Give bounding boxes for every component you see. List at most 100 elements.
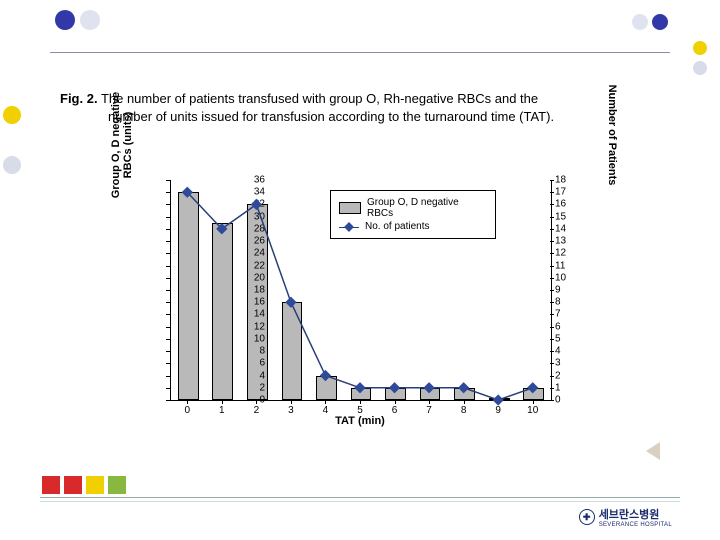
tick-label: 12 bbox=[225, 321, 265, 332]
tick-label: 16 bbox=[225, 297, 265, 308]
tick-label: 2 bbox=[555, 370, 585, 381]
tick-label: 9 bbox=[555, 285, 585, 296]
chart: Group O, D negativeRBCs (units) Number o… bbox=[120, 170, 600, 440]
tick-mark bbox=[166, 266, 170, 267]
tick-label: 3 bbox=[276, 405, 306, 416]
decor-dot bbox=[632, 14, 648, 30]
tick-mark bbox=[166, 180, 170, 181]
tick-label: 15 bbox=[555, 211, 585, 222]
tick-mark bbox=[166, 253, 170, 254]
x-axis-label: TAT (min) bbox=[170, 415, 550, 427]
tick-label: 4 bbox=[555, 346, 585, 357]
footer-text: 세브란스병원 bbox=[599, 509, 660, 521]
bar bbox=[489, 398, 510, 400]
tick-label: 8 bbox=[555, 297, 585, 308]
tick-mark bbox=[498, 400, 499, 404]
legend-swatch bbox=[339, 202, 361, 214]
tick-label: 14 bbox=[555, 223, 585, 234]
y2-axis-label: Number of Patients bbox=[606, 60, 618, 210]
legend: Group O, D negative RBCs No. of patients bbox=[330, 190, 496, 239]
decor-square bbox=[64, 476, 82, 494]
tick-label: 17 bbox=[555, 187, 585, 198]
tick-mark bbox=[550, 229, 554, 230]
tick-mark bbox=[166, 400, 170, 401]
bar bbox=[420, 388, 441, 400]
decor-dot bbox=[55, 10, 75, 30]
tick-label: 5 bbox=[555, 333, 585, 344]
tick-label: 2 bbox=[241, 405, 271, 416]
tick-label: 11 bbox=[555, 260, 585, 271]
tick-label: 1 bbox=[555, 382, 585, 393]
tick-mark bbox=[166, 302, 170, 303]
tick-mark bbox=[550, 253, 554, 254]
tick-mark bbox=[533, 400, 534, 404]
tick-label: 28 bbox=[225, 223, 265, 234]
caption-line1: The number of patients transfused with g… bbox=[98, 91, 539, 106]
tick-label: 5 bbox=[345, 405, 375, 416]
tick-label: 2 bbox=[225, 382, 265, 393]
tick-label: 0 bbox=[172, 405, 202, 416]
tick-mark bbox=[550, 388, 554, 389]
tick-mark bbox=[325, 400, 326, 404]
tick-mark bbox=[166, 388, 170, 389]
tick-label: 10 bbox=[555, 272, 585, 283]
tick-mark bbox=[166, 363, 170, 364]
tick-mark bbox=[550, 376, 554, 377]
tick-label: 20 bbox=[225, 272, 265, 283]
tick-mark bbox=[166, 192, 170, 193]
legend-row: Group O, D negative RBCs bbox=[339, 197, 487, 219]
tick-label: 34 bbox=[225, 187, 265, 198]
bar bbox=[351, 388, 372, 400]
tick-mark bbox=[166, 229, 170, 230]
tick-label: 4 bbox=[225, 370, 265, 381]
tick-label: 36 bbox=[225, 175, 265, 186]
tick-mark bbox=[166, 204, 170, 205]
tick-mark bbox=[166, 241, 170, 242]
tick-mark bbox=[166, 327, 170, 328]
bar bbox=[454, 388, 475, 400]
caption-line2: number of units issued for transfusion a… bbox=[108, 108, 554, 126]
tick-label: 3 bbox=[555, 358, 585, 369]
bar bbox=[385, 388, 406, 400]
tick-label: 30 bbox=[225, 211, 265, 222]
tick-mark bbox=[550, 351, 554, 352]
tick-label: 4 bbox=[310, 405, 340, 416]
tick-mark bbox=[360, 400, 361, 404]
tick-label: 0 bbox=[225, 395, 265, 406]
tick-label: 10 bbox=[225, 333, 265, 344]
footer-logo: ✚ 세브란스병원 SEVERANCE HOSPITAL bbox=[579, 506, 672, 528]
tick-label: 8 bbox=[225, 346, 265, 357]
tick-mark bbox=[187, 400, 188, 404]
tick-label: 14 bbox=[225, 309, 265, 320]
logo-icon: ✚ bbox=[579, 509, 595, 525]
figure-caption: Fig. 2. The number of patients transfuse… bbox=[60, 90, 650, 125]
tick-label: 18 bbox=[225, 285, 265, 296]
tick-mark bbox=[166, 217, 170, 218]
tick-mark bbox=[550, 400, 554, 401]
tick-mark bbox=[166, 376, 170, 377]
tick-label: 18 bbox=[555, 175, 585, 186]
prev-slide-button[interactable] bbox=[646, 442, 660, 460]
tick-mark bbox=[166, 278, 170, 279]
tick-label: 10 bbox=[518, 405, 548, 416]
tick-label: 12 bbox=[555, 248, 585, 259]
tick-mark bbox=[550, 241, 554, 242]
legend-label: Group O, D negative RBCs bbox=[367, 197, 487, 219]
decor-dot bbox=[652, 14, 668, 30]
tick-label: 1 bbox=[207, 405, 237, 416]
tick-label: 0 bbox=[555, 395, 585, 406]
decor-square bbox=[42, 476, 60, 494]
legend-label: No. of patients bbox=[365, 221, 429, 232]
top-rule bbox=[50, 52, 670, 53]
tick-mark bbox=[550, 314, 554, 315]
bar bbox=[316, 376, 337, 400]
tick-label: 7 bbox=[555, 309, 585, 320]
y1-axis-label: Group O, D negativeRBCs (units) bbox=[110, 70, 134, 220]
tick-label: 6 bbox=[555, 321, 585, 332]
tick-mark bbox=[291, 400, 292, 404]
bar bbox=[523, 388, 544, 400]
tick-mark bbox=[550, 363, 554, 364]
tick-mark bbox=[550, 217, 554, 218]
tick-mark bbox=[550, 290, 554, 291]
decor-dot bbox=[3, 156, 21, 174]
